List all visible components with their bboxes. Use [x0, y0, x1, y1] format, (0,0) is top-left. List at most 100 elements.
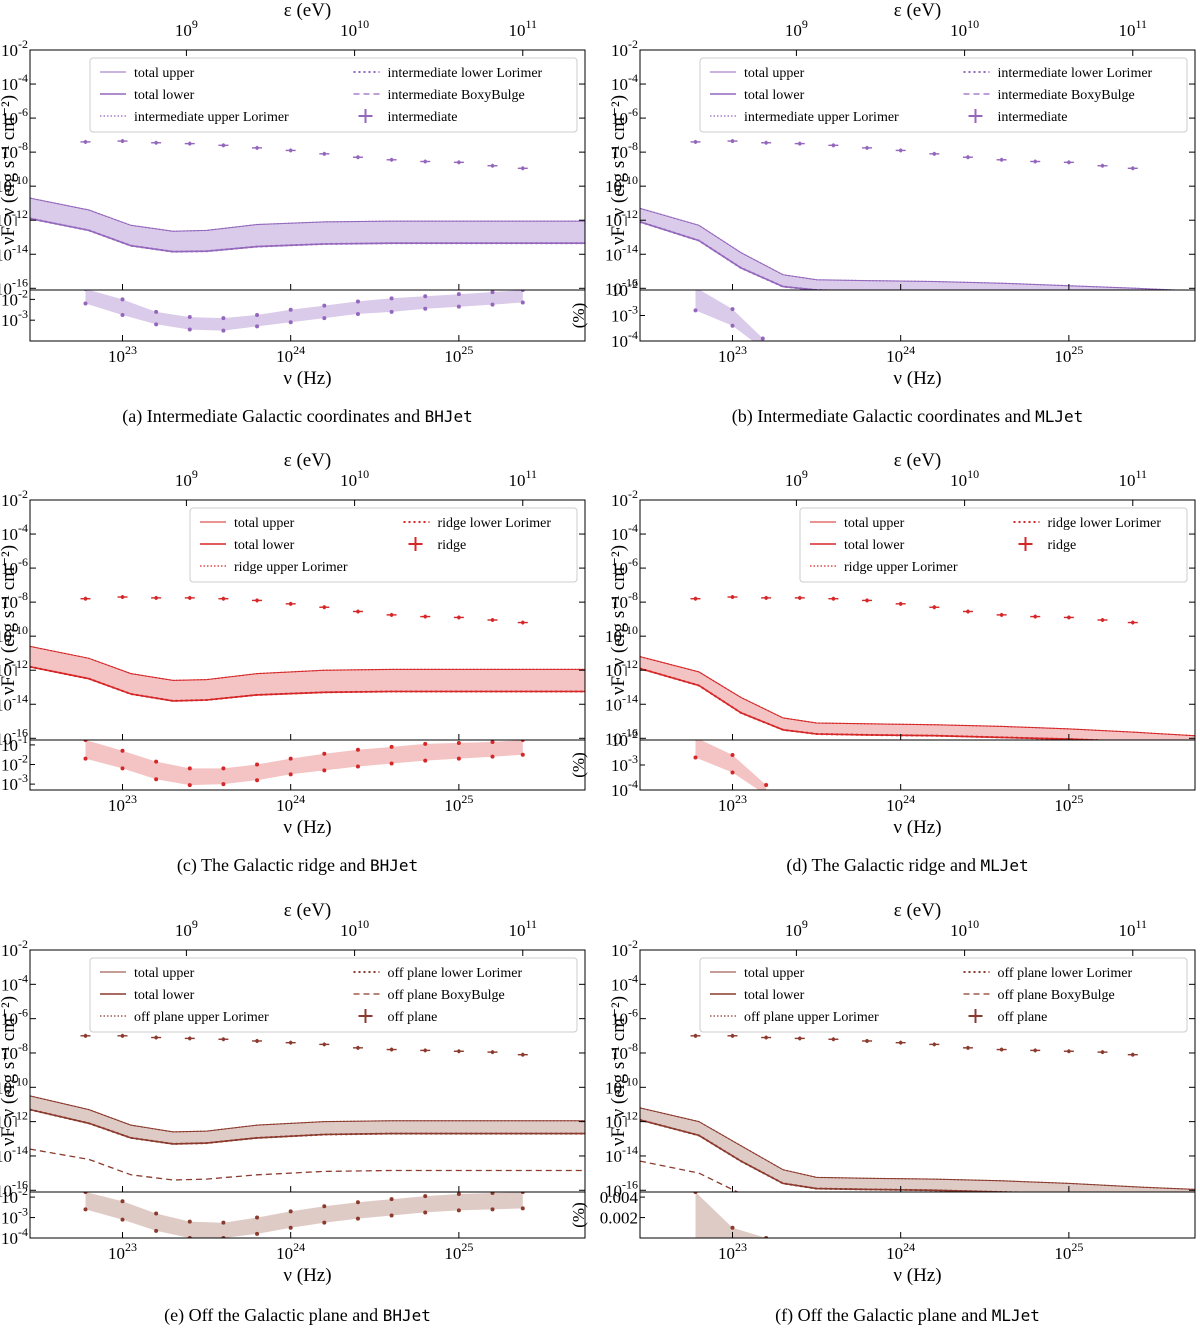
panel-c-data-point-marker — [520, 620, 525, 625]
panel-c-data-point-marker — [423, 614, 428, 619]
panel-f-top-tick-label-exp: 10 — [967, 917, 979, 931]
panel-d-ratio-lower-point — [730, 770, 735, 775]
panel-d-top-tick-label-base: 10 — [785, 471, 802, 490]
panel-a-lower-lorimer-line — [30, 217, 585, 253]
panel-c-ratio-upper-point — [355, 747, 360, 752]
panel-f-legend-entry: total upper — [744, 966, 805, 981]
panel-b-y-tick-label-exp: -2 — [628, 37, 638, 51]
panel-a-ratio-upper-point — [288, 307, 293, 312]
panel-e-x-tick-label-base: 10 — [444, 1244, 461, 1263]
panel-a-lower-y-tick-label-exp: -3 — [18, 307, 28, 321]
panel-e-top-tick-label: 1011 — [508, 917, 537, 940]
panel-a-ratio-upper-point — [187, 315, 192, 320]
panel-c-top-tick-label-base: 10 — [340, 471, 357, 490]
panel-e-lower-y-tick-label-exp: -4 — [18, 1225, 28, 1239]
panel-b-legend-entry: total lower — [744, 88, 805, 103]
panel-b-x-tick-label-exp: 24 — [903, 343, 915, 357]
panel-a-ratio-lower-point — [520, 300, 525, 305]
panel-c-y-tick-label-base: 10 — [1, 525, 18, 544]
panel-b-data-point — [1097, 163, 1108, 168]
panel-e-ratio-upper-point — [120, 1199, 125, 1204]
panel-f-x-tick-label: 1025 — [1054, 1240, 1083, 1263]
panel-f-data-point — [1063, 1049, 1074, 1054]
panel-e-caption-text: (e) Off the Galactic plane and BHJet — [164, 1305, 431, 1326]
panel-b-x-tick-label-exp: 25 — [1071, 343, 1083, 357]
panel-e-ratio-lower-point — [120, 1217, 125, 1222]
panel-e-x-tick-label: 1023 — [108, 1240, 137, 1263]
panel-a-data-point — [117, 139, 128, 144]
panel-a-data-point — [420, 159, 431, 164]
panel-a-legend-entry: intermediate BoxyBulge — [388, 88, 525, 103]
panel-d-data-point — [761, 595, 772, 600]
panel-c-legend-entry: ridge lower Lorimer — [438, 516, 552, 531]
panel-c-ratio-upper-point — [288, 756, 293, 761]
panel-c-x-tick-label-base: 10 — [444, 796, 461, 815]
panel-f-data-point — [1097, 1050, 1108, 1055]
panel-b-data-point-marker — [1033, 159, 1038, 164]
panel-f-x-tick-label-exp: 23 — [735, 1240, 747, 1254]
panel-a-x-tick-label-base: 10 — [108, 347, 125, 366]
panel-d-x-tick-label: 1025 — [1054, 792, 1083, 815]
panel-e-ratio-upper-point — [187, 1219, 192, 1224]
panel-f-data-point — [727, 1033, 738, 1038]
panel-d-data-point-marker — [1033, 614, 1038, 619]
panel-c-ratio-lower-point — [423, 758, 428, 763]
panel-a-data-point — [453, 160, 464, 165]
panel-b-data-point-marker — [932, 152, 937, 156]
panel-e-y-tick-label-base: 10 — [0, 1113, 12, 1132]
panel-c-x-tick-label-base: 10 — [108, 796, 125, 815]
panel-d-legend: total upper total lower ridge upper Lorime… — [799, 507, 1188, 583]
panel-c-data-point-marker — [83, 596, 88, 601]
panel-b-data-point-marker — [865, 146, 869, 150]
panel-a-y-tick-label-exp: -12 — [12, 207, 28, 221]
panel-b-top-tick-label-exp: 9 — [802, 17, 808, 31]
panel-b-lower-y-tick-label: 10-2 — [611, 277, 638, 300]
panel-a-y-tick-label-base: 10 — [1, 143, 18, 162]
panel-d-y-tick-label: 10-6 — [611, 555, 638, 578]
panel-f-lower-plot — [693, 1192, 769, 1238]
panel-f-y-tick-label-base: 10 — [605, 1078, 622, 1097]
panel-b-x-tick-label-base: 10 — [1054, 347, 1071, 366]
panel-f-top-tick-label-exp: 11 — [1135, 917, 1147, 931]
panel-e-y-tick-label-exp: -6 — [18, 1006, 28, 1020]
panel-b-data-point — [895, 148, 906, 153]
panel-d-caption-label: (d) The Galactic ridge and — [786, 855, 980, 876]
panel-a-legend-entry: total upper — [134, 66, 195, 81]
panel-f-y-axis-label: νF_ν (erg s⁻¹ cm⁻²) — [608, 996, 629, 1146]
panel-a-total-band — [30, 198, 585, 252]
panel-c-ratio-upper-point — [221, 766, 226, 771]
panel-a-x-tick-label: 1025 — [444, 343, 473, 366]
panel-a-ratio-upper-point — [456, 292, 461, 297]
panel-a-y-tick-label: 10-6 — [1, 105, 28, 128]
panel-c-upper-lorimer-line — [30, 645, 585, 682]
panel-c-ratio-upper-point — [255, 762, 260, 767]
panel-d-data-point — [1097, 618, 1108, 622]
panel-c-caption-label: (c) The Galactic ridge and — [177, 855, 370, 876]
panel-a-ratio-lower-point — [423, 306, 428, 311]
panel-f-x-tick-label-base: 10 — [886, 1244, 903, 1263]
panel-e-y-tick-label-base: 10 — [0, 1181, 12, 1200]
panel-a-lower-y-tick-label: 10-3 — [1, 307, 28, 330]
panel-c-data-point — [453, 615, 464, 620]
panel-c-top-tick-label: 109 — [175, 467, 198, 490]
panel-c-ratio-band — [85, 740, 523, 786]
panel-d-lower-y-tick-label: 10-4 — [611, 777, 638, 800]
panel-e-lower-plot — [83, 1192, 525, 1238]
panel-b-x-axis-label: ν (Hz) — [893, 368, 941, 389]
panel-f-data-point — [1030, 1048, 1041, 1053]
panel-a-legend-entry: intermediate upper Lorimer — [134, 110, 289, 125]
panel-e-data-point-marker — [520, 1052, 525, 1057]
panel-a-legend-entry: total lower — [134, 88, 195, 103]
panel-f-y-tick-label-base: 10 — [605, 1113, 622, 1132]
panel-a-y-axis-label: νF_ν (erg s⁻¹ cm⁻²) — [0, 95, 19, 245]
panel-d-legend-entry: total lower — [844, 538, 905, 553]
panel-c: 10-210-410-610-810-1010-1210-1410-1610-1… — [0, 450, 586, 876]
panel-f-y-tick-label-base: 10 — [611, 941, 628, 960]
panel-b-data-point-marker — [831, 143, 836, 148]
panel-b-y-tick-label-base: 10 — [611, 143, 628, 162]
panel-c-ratio-upper-point — [322, 751, 327, 756]
panel-a-ratio-lower-point — [456, 304, 461, 309]
panel-f-total-band — [640, 1107, 1195, 1192]
panel-d-data-point — [690, 596, 701, 601]
panel-e-caption-model: BHJet — [383, 1306, 431, 1325]
